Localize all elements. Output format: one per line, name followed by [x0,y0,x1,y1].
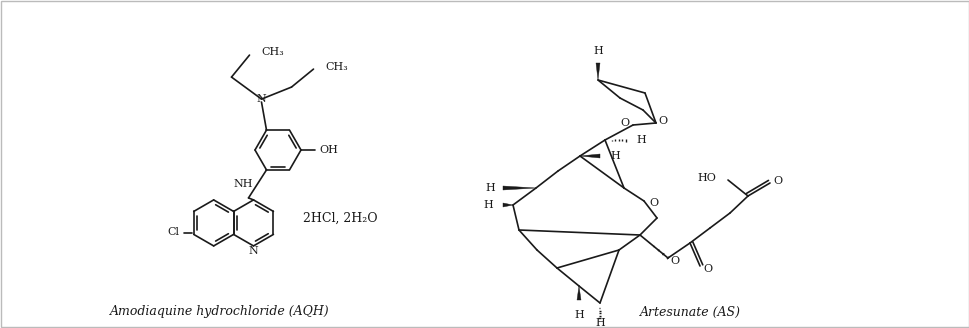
Text: O: O [658,116,667,126]
Text: Artesunate (AS): Artesunate (AS) [639,305,739,318]
Text: H: H [592,46,603,56]
Text: 2HCl, 2H₂O: 2HCl, 2H₂O [303,212,378,224]
Text: H: H [483,200,492,210]
Text: H: H [636,135,645,145]
Text: Amodiaquine hydrochloride (AQH): Amodiaquine hydrochloride (AQH) [110,305,329,318]
Text: O: O [649,198,658,208]
Text: Cl: Cl [168,227,179,237]
Polygon shape [503,203,513,207]
Text: O: O [703,264,712,274]
Polygon shape [577,286,580,300]
Text: N: N [257,94,266,104]
Text: NH: NH [233,179,252,189]
Text: H: H [484,183,494,193]
Polygon shape [579,154,600,158]
Text: O: O [772,176,782,186]
Text: CH₃: CH₃ [262,47,284,57]
Polygon shape [595,63,600,80]
Polygon shape [503,186,536,190]
Text: O: O [620,118,629,128]
Text: H: H [595,318,605,328]
Text: O: O [670,256,679,266]
Text: H: H [574,310,583,320]
Text: N: N [248,246,258,256]
Text: OH: OH [319,145,337,155]
Text: HO: HO [697,173,715,183]
Text: CH₃: CH₃ [326,62,348,72]
Text: H: H [610,151,619,161]
